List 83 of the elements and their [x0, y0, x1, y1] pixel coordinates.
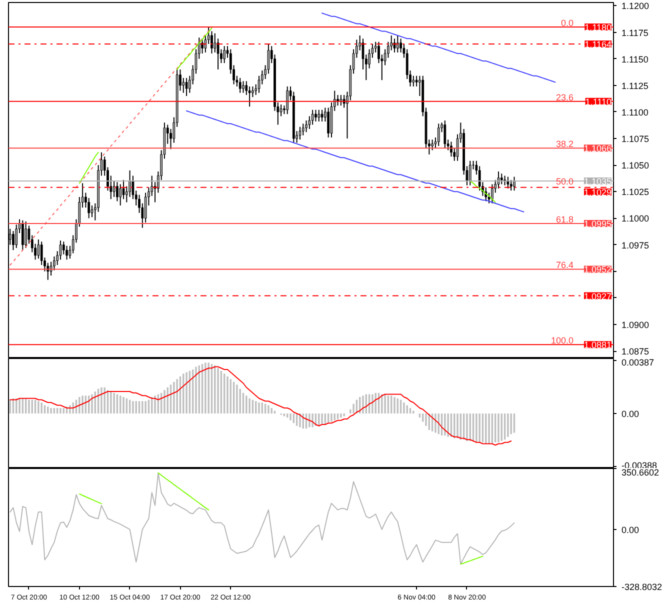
- line-series: [322, 12, 556, 83]
- candlestick: [280, 104, 282, 117]
- candlestick: [437, 123, 440, 146]
- candlestick: [513, 176, 516, 192]
- candlestick: [415, 75, 418, 87]
- ref-line-label: 1.1029: [584, 188, 612, 198]
- candlestick: [182, 77, 185, 94]
- y-tick-label: 1.1075: [622, 134, 650, 144]
- annotation: 23.6: [556, 92, 574, 102]
- candlestick: [327, 107, 330, 138]
- y-tick-label: 0.00: [622, 524, 640, 535]
- ref-line-label: 1.0995: [584, 219, 612, 230]
- ref-line-label: 1.1180: [584, 22, 612, 32]
- line-series: [176, 28, 212, 70]
- ref-line-label: 1.1035: [584, 176, 612, 187]
- candlestick: [116, 182, 118, 202]
- candlestick: [320, 109, 324, 122]
- y-tick-label: 1.1175: [622, 28, 648, 38]
- ref-line-label: 1.0952: [584, 264, 612, 275]
- candlestick: [500, 173, 503, 185]
- candlestick: [24, 220, 28, 248]
- candlestick: [393, 38, 396, 53]
- candlestick: [510, 179, 512, 192]
- candlestick: [238, 77, 242, 94]
- candlestick: [21, 220, 24, 251]
- line-series: [10, 366, 512, 446]
- candlestick: [305, 120, 308, 133]
- candlestick: [311, 109, 314, 126]
- y-tick-label: 0.00: [622, 409, 640, 419]
- y-tick-label: 1.0975: [622, 240, 650, 250]
- candlestick: [314, 109, 317, 122]
- ref-line-label: 1.1066: [584, 144, 612, 154]
- ref-line-label: 1.1110: [585, 96, 612, 107]
- candlestick: [223, 46, 226, 64]
- ref-line-label: 1.1164: [584, 39, 612, 50]
- candlestick: [66, 245, 68, 260]
- candlestick: [12, 230, 14, 251]
- candlestick: [490, 184, 494, 204]
- y-tick-label: -328.8032: [622, 582, 662, 592]
- candlestick: [396, 34, 399, 53]
- candlestick: [302, 123, 304, 136]
- line-series: [10, 26, 212, 266]
- y-tick-label: 1.1025: [622, 187, 650, 198]
- annotation: 38.2: [556, 139, 574, 150]
- candlestick: [286, 86, 289, 115]
- candlestick: [431, 139, 434, 151]
- line-series: [186, 110, 524, 212]
- candlestick: [112, 180, 116, 198]
- candlestick: [119, 184, 122, 206]
- y-tick-label: 1.1200: [622, 1, 650, 12]
- annotation: 76.4: [556, 260, 574, 270]
- line-series: [78, 152, 99, 184]
- candlestick: [468, 160, 472, 186]
- y-tick-label: 1.1125: [622, 80, 648, 91]
- ref-line-label: 1.0927: [584, 291, 612, 302]
- candlestick: [298, 126, 302, 140]
- candlestick: [242, 80, 244, 94]
- candlestick: [497, 170, 500, 189]
- y-tick-label: 1.1050: [622, 160, 650, 171]
- candlestick: [252, 86, 254, 98]
- candlestick: [318, 109, 320, 122]
- y-tick-label: 1.1150: [622, 54, 648, 64]
- candlestick: [210, 30, 213, 54]
- y-tick-label: 0.00387: [622, 358, 654, 368]
- y-tick-label: 1.1100: [622, 107, 648, 118]
- annotation: 0.0: [560, 18, 574, 28]
- y-tick-label: 1.1000: [622, 214, 650, 224]
- candlestick: [37, 238, 40, 260]
- y-tick-label: 350.6602: [622, 468, 660, 478]
- annotation: 100.0: [550, 336, 574, 346]
- y-tick-label: 1.0900: [622, 320, 650, 330]
- y-tick-label: 1.0875: [622, 346, 650, 357]
- annotation: 61.8: [556, 214, 574, 225]
- ref-line-label: 1.0881: [584, 340, 612, 350]
- annotation: 50.0: [556, 176, 574, 186]
- candlestick: [122, 179, 125, 200]
- candlestick: [450, 141, 452, 158]
- candlestick: [185, 77, 188, 97]
- candlestick: [412, 75, 415, 87]
- candlestick: [90, 204, 94, 218]
- candlestick: [214, 32, 216, 53]
- candlestick: [444, 120, 446, 149]
- candlestick: [201, 38, 204, 54]
